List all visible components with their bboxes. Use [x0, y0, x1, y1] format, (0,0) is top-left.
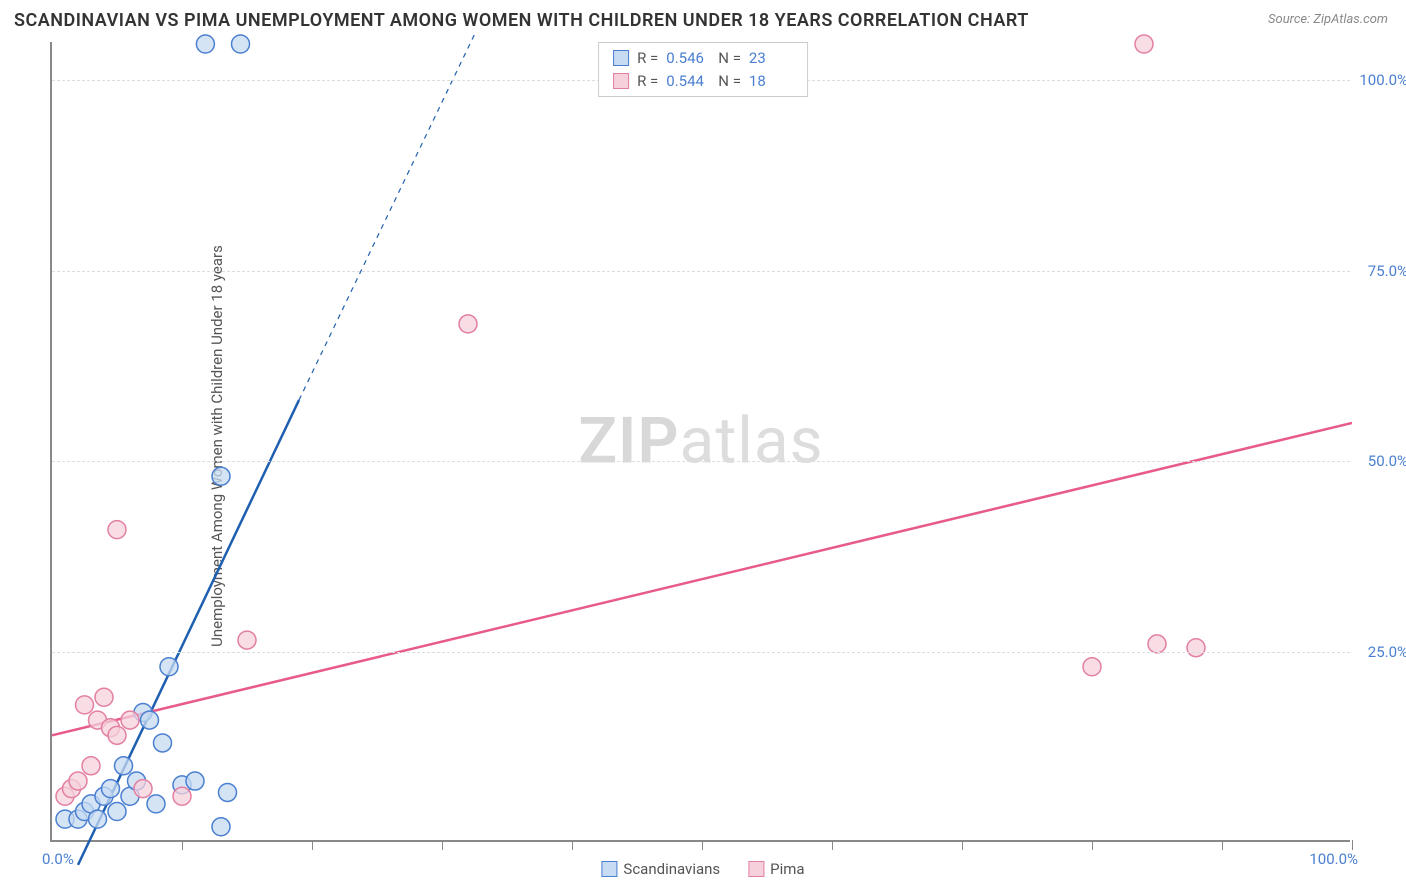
legend-swatch	[613, 73, 629, 89]
data-point	[160, 658, 178, 676]
x-tick	[182, 840, 183, 850]
r-label: R =	[637, 70, 658, 93]
stats-legend-row: R = 0.544 N = 18	[613, 70, 793, 93]
data-point	[232, 35, 250, 53]
chart-title: SCANDINAVIAN VS PIMA UNEMPLOYMENT AMONG …	[14, 10, 1029, 31]
gridline	[52, 461, 1350, 462]
series-legend: Scandinavians Pima	[601, 860, 804, 878]
data-point	[1148, 635, 1166, 653]
gridline	[52, 271, 1350, 272]
regression-line	[52, 423, 1352, 735]
data-point	[121, 711, 139, 729]
data-point	[76, 696, 94, 714]
data-point	[196, 35, 214, 53]
x-tick	[1352, 840, 1353, 850]
legend-swatch	[601, 861, 617, 877]
data-point	[238, 631, 256, 649]
x-tick	[1092, 840, 1093, 850]
data-point	[89, 810, 107, 828]
data-point	[108, 521, 126, 539]
legend-swatch	[748, 861, 764, 877]
regression-line-extrapolated	[299, 34, 475, 400]
r-value: 0.544	[666, 70, 710, 93]
gridline	[52, 652, 1350, 653]
x-tick	[312, 840, 313, 850]
data-point	[154, 734, 172, 752]
y-tick-label: 25.0%	[1368, 643, 1406, 661]
data-point	[115, 757, 133, 775]
n-value: 23	[749, 47, 793, 70]
data-point	[102, 780, 120, 798]
plot-area: ZIPatlas 0.0% 100.0% 25.0%50.0%75.0%100.…	[50, 42, 1350, 842]
data-point	[134, 780, 152, 798]
x-tick	[572, 840, 573, 850]
data-point	[108, 803, 126, 821]
legend-label: Pima	[770, 860, 804, 878]
data-point	[1135, 35, 1153, 53]
legend-item: Pima	[748, 860, 804, 878]
x-axis-max-label: 100.0%	[1309, 850, 1358, 868]
n-label: N =	[718, 47, 741, 70]
x-tick	[442, 840, 443, 850]
data-point	[186, 772, 204, 790]
data-point	[1083, 658, 1101, 676]
x-axis-zero-label: 0.0%	[42, 850, 74, 868]
data-point	[69, 772, 87, 790]
y-tick-label: 75.0%	[1368, 262, 1406, 280]
legend-label: Scandinavians	[623, 860, 720, 878]
data-point	[459, 315, 477, 333]
stats-legend: R = 0.546 N = 23 R = 0.544 N = 18	[598, 42, 808, 97]
data-point	[141, 711, 159, 729]
y-tick-label: 50.0%	[1368, 452, 1406, 470]
x-tick	[702, 840, 703, 850]
x-tick	[832, 840, 833, 850]
n-label: N =	[718, 70, 741, 93]
data-point	[212, 818, 230, 836]
r-label: R =	[637, 47, 658, 70]
source-label: Source: ZipAtlas.com	[1268, 12, 1388, 27]
data-point	[82, 757, 100, 775]
legend-swatch	[613, 50, 629, 66]
data-point	[173, 787, 191, 805]
legend-item: Scandinavians	[601, 860, 720, 878]
n-value: 18	[749, 70, 793, 93]
data-point	[108, 726, 126, 744]
stats-legend-row: R = 0.546 N = 23	[613, 47, 793, 70]
data-point	[212, 467, 230, 485]
data-point	[147, 795, 165, 813]
r-value: 0.546	[666, 47, 710, 70]
data-point	[1187, 639, 1205, 657]
scatter-plot-svg	[52, 42, 1350, 840]
x-tick	[962, 840, 963, 850]
y-tick-label: 100.0%	[1359, 71, 1406, 89]
data-point	[95, 688, 113, 706]
data-point	[219, 783, 237, 801]
x-tick	[1222, 840, 1223, 850]
